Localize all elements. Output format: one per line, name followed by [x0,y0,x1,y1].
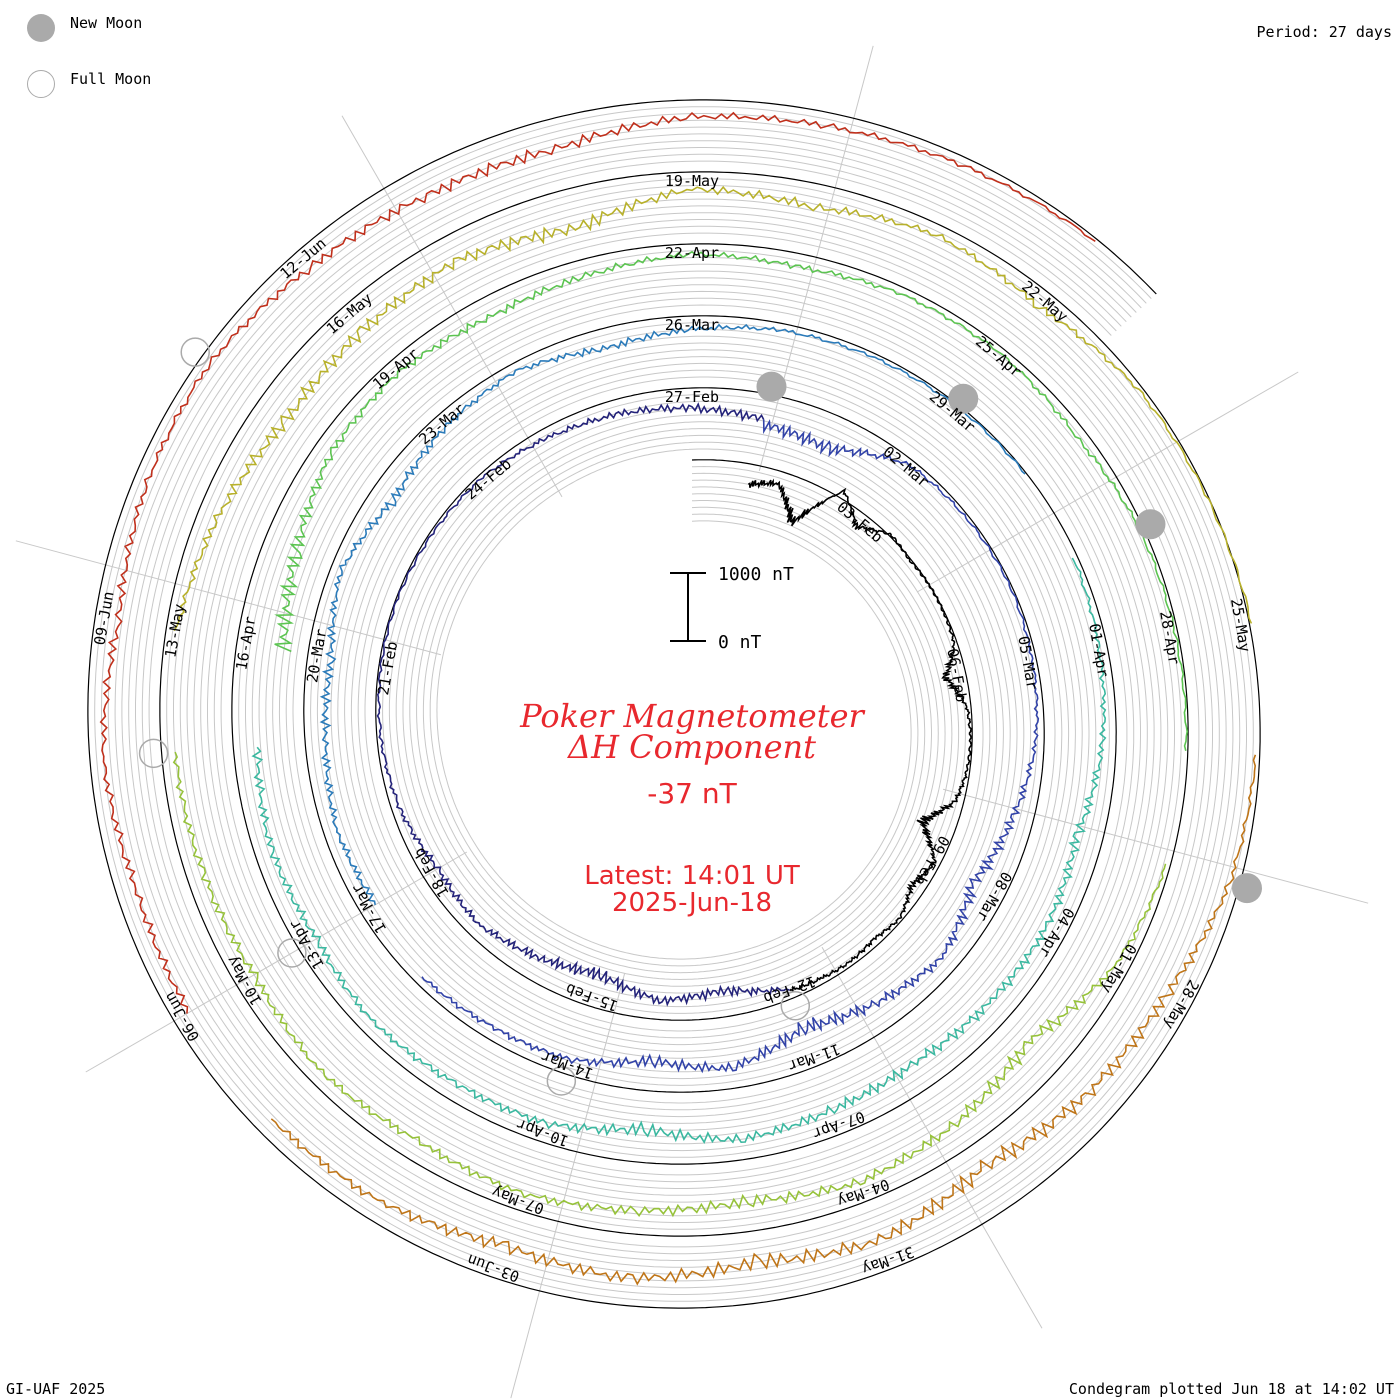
full-moon-legend-label: Full Moon [70,70,152,88]
zero-baseline-spiral [87,99,1261,1309]
new-moon-legend-label: New Moon [70,14,143,32]
scale-bar: 1000 nT 0 nT [670,564,794,653]
footer-credit: GI-UAF 2025 [6,1380,106,1398]
date-tick-label-42: 06-Jun [161,989,204,1045]
date-tick-label-9: 27-Feb [665,388,719,406]
date-tick-label-20: 01-Apr [1085,622,1112,678]
date-tick-label-30: 01-May [1098,941,1141,997]
new-moon-marker-2 [948,383,979,414]
moon-phase-markers [138,337,1262,1096]
series-layer [99,111,1257,1286]
spoke-4 [510,973,626,1399]
date-tick-label-27: 22-Apr [665,244,719,262]
date-tick-label-43: 09-Jun [91,590,118,646]
spiral-grid [94,106,1254,1302]
date-tick-label-38: 25-May [1227,597,1254,653]
date-tick-label-21: 04-Apr [1035,905,1078,961]
grid-spiral-5 [121,133,1227,1275]
grid-spiral-2 [101,113,1247,1295]
grid-spiral-3 [107,119,1241,1289]
date-tick-label-12: 08-Mar [973,869,1016,925]
series-line-2 [376,402,790,1007]
series-line-5 [251,557,1107,1144]
period-label: Period: 27 days [1256,23,1392,41]
spoke-6 [15,540,441,656]
date-tick-label-6: 18-Feb [410,845,453,901]
grid-spiral-6 [128,140,1220,1268]
date-tick-label-34: 13-May [161,603,188,659]
scale-bar-top-label: 1000 nT [718,564,794,585]
date-tick-label-36: 19-May [665,172,719,190]
date-tick-label-11: 05-Mar [1014,635,1041,691]
full-moon-legend-icon [27,70,55,98]
baseline-spiral [87,99,1261,1309]
full-moon-marker-1 [780,991,811,1021]
spoke-3 [821,946,1043,1329]
spoke-0 [758,45,874,471]
date-tick-label-29: 28-Apr [1156,609,1183,665]
series-line-1 [747,478,973,993]
current-value: -37 nT [647,777,737,810]
full-moon-marker-2 [546,1066,577,1096]
spoke-5 [85,851,468,1073]
series-line-10 [99,111,1096,1014]
series-line-9 [270,754,1257,1286]
footer-plotted: Condegram plotted Jun 18 at 14:02 UT [1068,1380,1394,1398]
grid-spiral-8 [141,153,1207,1255]
latest-date: 2025-Jun-18 [612,888,772,918]
series-line-4 [319,323,1026,906]
date-tick-label-3: 09-Feb [911,833,954,889]
series-line-8 [173,185,1253,632]
latest-time: Latest: 14:01 UT [584,861,800,891]
grid-spiral-7 [135,147,1213,1261]
full-moon-marker-4 [138,738,169,769]
date-tick-label-18: 26-Mar [665,316,719,334]
new-moon-marker-4 [1231,873,1262,904]
grid-spiral-9 [148,160,1200,1248]
new-moon-marker-3 [1135,509,1166,540]
new-moon-legend-icon [27,14,55,42]
chart-subtitle: ΔH Component [566,728,816,766]
full-moon-marker-3 [277,938,307,968]
series-line-6 [274,250,1189,751]
scale-bar-bottom-label: 0 nT [718,632,762,653]
series-line-3 [421,419,1040,1074]
grid-spiral-4 [114,126,1234,1282]
date-tick-label-25: 16-Apr [232,615,259,671]
full-moon-marker-5 [180,337,210,367]
spoke-7 [341,115,563,498]
chart-title: Poker Magnetometer [519,697,865,735]
new-moon-marker-1 [756,371,787,402]
series-line-7 [172,751,1167,1218]
spoke-1 [916,371,1299,593]
date-tick-label-39: 28-May [1160,977,1203,1033]
center-title-block: Poker Magnetometer ΔH Component -37 nT L… [519,697,865,918]
